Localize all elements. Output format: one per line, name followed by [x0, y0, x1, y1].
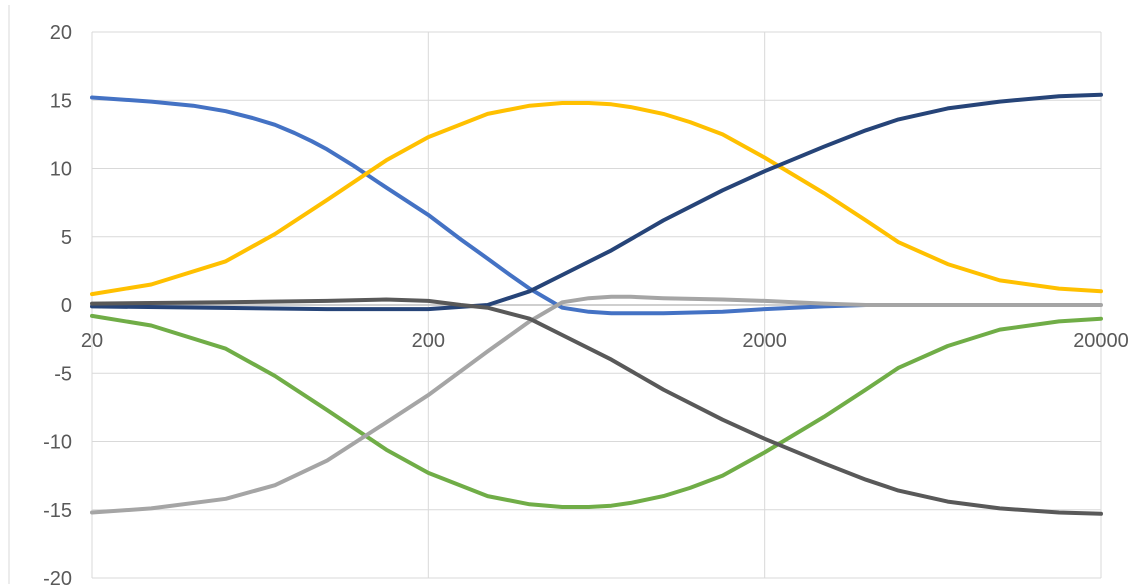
y-tick-label: 20	[50, 22, 72, 44]
series-line-3	[90, 92, 1103, 312]
y-tick-label: 0	[61, 295, 72, 317]
x-tick-label: 2000	[742, 330, 787, 352]
y-tick-label: -15	[43, 500, 72, 522]
y-tick-label: -10	[43, 432, 72, 454]
series-line-2	[90, 101, 1103, 297]
y-tick-label: 10	[50, 159, 72, 181]
y-tick-label: 15	[50, 90, 72, 112]
y-tick-label: -20	[43, 568, 72, 586]
series-line-1	[90, 95, 868, 316]
tick-labels: -20 -15 -10 -5 0 5 10 15 20 20 200 2000 20000	[43, 22, 1129, 586]
x-tick-label: 20000	[1073, 330, 1129, 352]
series-line-5	[90, 294, 1103, 515]
x-tick-label: 200	[412, 330, 445, 352]
x-tick-label: 20	[81, 330, 103, 352]
y-tick-label: -5	[54, 363, 72, 385]
y-tick-label: 5	[61, 227, 72, 249]
series	[90, 92, 1103, 516]
series-line-4	[90, 313, 1103, 509]
series-line-6	[90, 297, 1103, 516]
